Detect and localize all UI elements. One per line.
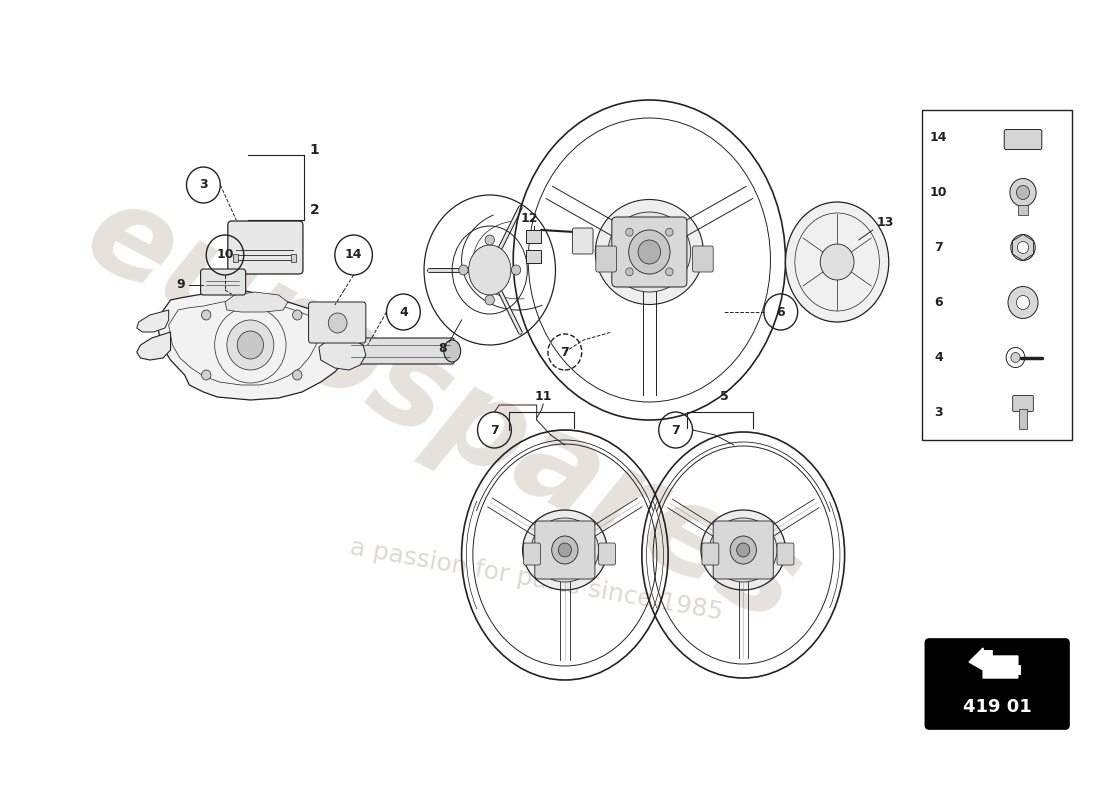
Circle shape xyxy=(238,331,264,359)
FancyBboxPatch shape xyxy=(596,246,616,272)
FancyBboxPatch shape xyxy=(702,543,718,565)
Text: 9: 9 xyxy=(176,278,185,291)
Circle shape xyxy=(1011,353,1020,362)
FancyBboxPatch shape xyxy=(309,302,366,343)
Text: 14: 14 xyxy=(345,249,362,262)
FancyBboxPatch shape xyxy=(713,521,773,579)
FancyBboxPatch shape xyxy=(572,228,593,254)
Text: 5: 5 xyxy=(720,390,729,403)
Text: 14: 14 xyxy=(930,131,947,144)
Text: 3: 3 xyxy=(199,178,208,191)
Ellipse shape xyxy=(785,202,889,322)
Text: eurospares: eurospares xyxy=(66,171,821,649)
Text: 4: 4 xyxy=(934,351,943,364)
Bar xyxy=(290,254,296,262)
FancyBboxPatch shape xyxy=(1013,395,1033,411)
Polygon shape xyxy=(969,648,1018,678)
Text: 10: 10 xyxy=(217,249,234,262)
Circle shape xyxy=(512,265,520,275)
Text: 1: 1 xyxy=(309,143,319,157)
Text: 2: 2 xyxy=(309,203,319,217)
Circle shape xyxy=(629,230,670,274)
Circle shape xyxy=(638,240,661,264)
Circle shape xyxy=(1016,186,1030,199)
Circle shape xyxy=(227,320,274,370)
Circle shape xyxy=(293,310,303,320)
Ellipse shape xyxy=(710,518,777,582)
Circle shape xyxy=(559,543,571,557)
Circle shape xyxy=(626,228,634,236)
Polygon shape xyxy=(156,290,359,400)
Circle shape xyxy=(552,536,578,564)
FancyBboxPatch shape xyxy=(527,250,541,263)
Circle shape xyxy=(1008,286,1038,318)
Circle shape xyxy=(328,313,348,333)
Circle shape xyxy=(730,536,757,564)
Text: 4: 4 xyxy=(399,306,408,318)
FancyBboxPatch shape xyxy=(527,230,541,243)
Circle shape xyxy=(626,268,634,276)
Ellipse shape xyxy=(469,245,510,295)
Ellipse shape xyxy=(522,510,607,590)
Polygon shape xyxy=(136,332,170,360)
FancyBboxPatch shape xyxy=(524,543,540,565)
Ellipse shape xyxy=(608,212,691,292)
Circle shape xyxy=(485,235,494,245)
Text: 419 01: 419 01 xyxy=(962,698,1032,716)
Circle shape xyxy=(459,265,469,275)
Polygon shape xyxy=(136,310,168,332)
Text: 6: 6 xyxy=(777,306,785,318)
Text: 12: 12 xyxy=(520,211,538,225)
Ellipse shape xyxy=(531,518,598,582)
Ellipse shape xyxy=(443,340,461,362)
Circle shape xyxy=(666,228,673,236)
Text: a passion for parts since 1985: a passion for parts since 1985 xyxy=(349,535,725,625)
FancyBboxPatch shape xyxy=(693,246,713,272)
FancyBboxPatch shape xyxy=(228,221,302,274)
Circle shape xyxy=(1016,295,1030,310)
Bar xyxy=(232,254,238,262)
Text: 3: 3 xyxy=(934,406,943,419)
Text: 8: 8 xyxy=(439,342,447,354)
Bar xyxy=(922,110,1071,440)
Circle shape xyxy=(1010,178,1036,206)
Circle shape xyxy=(1011,234,1035,261)
Text: 7: 7 xyxy=(671,423,680,437)
Circle shape xyxy=(1018,242,1028,254)
FancyBboxPatch shape xyxy=(535,521,595,579)
Text: 7: 7 xyxy=(934,241,943,254)
Circle shape xyxy=(821,244,854,280)
Bar xyxy=(1020,409,1026,429)
FancyBboxPatch shape xyxy=(348,338,454,364)
Text: 13: 13 xyxy=(877,217,894,230)
FancyBboxPatch shape xyxy=(1004,130,1042,150)
Text: 6: 6 xyxy=(934,296,943,309)
Text: 7: 7 xyxy=(561,346,569,358)
Circle shape xyxy=(737,543,750,557)
Circle shape xyxy=(485,295,494,305)
Circle shape xyxy=(201,370,211,380)
FancyBboxPatch shape xyxy=(200,269,245,295)
FancyBboxPatch shape xyxy=(925,639,1069,729)
Circle shape xyxy=(666,268,673,276)
Circle shape xyxy=(201,310,211,320)
Ellipse shape xyxy=(701,510,785,590)
Text: 7: 7 xyxy=(491,423,498,437)
Polygon shape xyxy=(226,292,288,312)
FancyBboxPatch shape xyxy=(777,543,794,565)
Text: 10: 10 xyxy=(930,186,947,199)
FancyBboxPatch shape xyxy=(598,543,616,565)
Text: 11: 11 xyxy=(535,390,552,403)
FancyBboxPatch shape xyxy=(612,217,686,287)
Circle shape xyxy=(293,370,303,380)
Bar xyxy=(1019,205,1027,214)
Ellipse shape xyxy=(595,199,703,305)
Polygon shape xyxy=(319,338,366,370)
